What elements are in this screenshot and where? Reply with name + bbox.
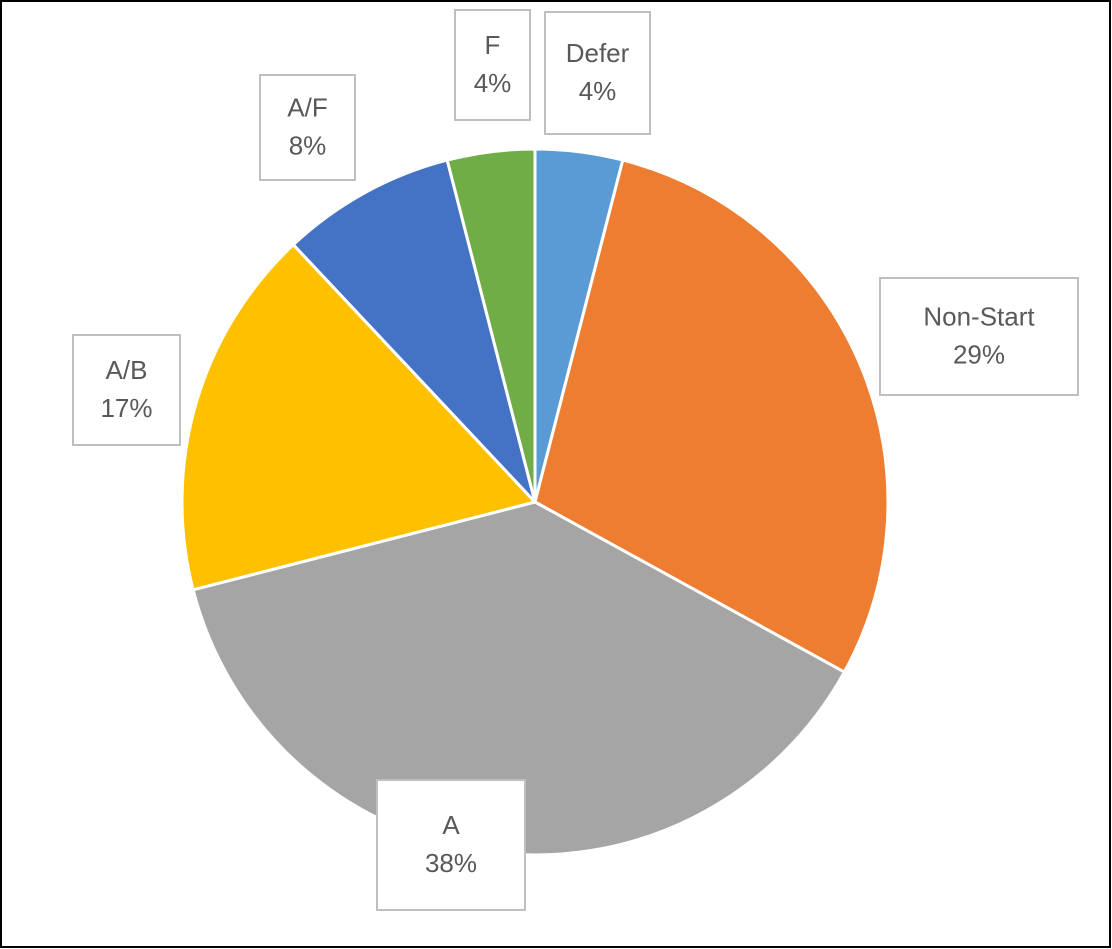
pie-slice (180, 242, 538, 592)
slice-value-label: 29% (953, 339, 1005, 369)
label-box (879, 277, 1079, 396)
slice-label: F (485, 30, 501, 60)
slice-value-label: 8% (289, 130, 327, 160)
slice-value-label: 4% (579, 76, 617, 106)
slice-label: A/B (106, 355, 148, 385)
label-box (454, 9, 531, 121)
pie-slice (291, 158, 537, 504)
label-box (544, 11, 651, 135)
slice-label: Defer (566, 38, 630, 68)
pie-slice (533, 158, 890, 675)
slice-label: Non-Start (923, 301, 1035, 331)
slice-value-label: 17% (100, 393, 152, 423)
label-box (376, 779, 526, 911)
slice-label: A (442, 810, 460, 840)
slice-value-label: 38% (425, 848, 477, 878)
label-box (259, 74, 356, 181)
slice-value-label: 4% (474, 68, 512, 98)
pie-slice (445, 147, 537, 503)
slice-label: A/F (287, 92, 327, 122)
label-box (72, 334, 181, 446)
